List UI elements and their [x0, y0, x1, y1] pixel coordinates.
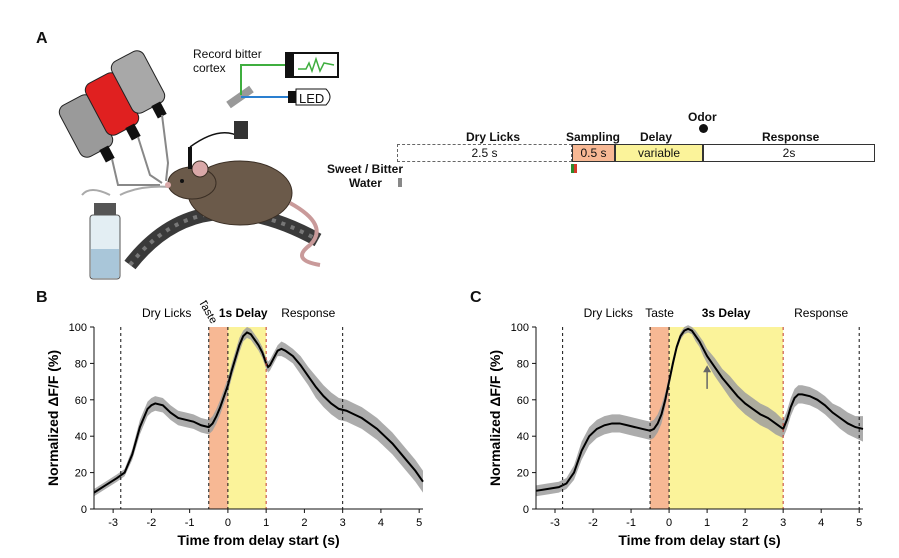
- x-tick-label-0: -3: [108, 517, 118, 529]
- x-tick-label-3: 0: [225, 517, 231, 529]
- panel-letter-c: C: [470, 289, 482, 306]
- y-axis-label: Normalized ΔF/F (%): [45, 350, 61, 486]
- experiment-illustration: [58, 50, 339, 280]
- taste-tick-red: [574, 164, 577, 173]
- water-tick: [398, 178, 402, 187]
- segment-sampling-value: 0.5 s: [580, 146, 607, 160]
- odor-dot-icon: [699, 124, 708, 133]
- x-axis-label: Time from delay start (s): [618, 532, 780, 548]
- segment-sampling: 0.5 s: [572, 144, 615, 162]
- y-tick-label-1: 20: [517, 468, 529, 480]
- y-tick-label-4: 80: [517, 358, 529, 370]
- epoch-label-1: Taste: [645, 306, 674, 320]
- timeline-header-dry-licks: Dry Licks: [466, 130, 521, 144]
- y-tick-label-3: 60: [75, 395, 87, 407]
- arrow-up-icon: [703, 365, 712, 373]
- y-tick-label-1: 20: [75, 468, 87, 480]
- y-tick-label-4: 80: [75, 358, 87, 370]
- taste-tick-green: [571, 164, 574, 173]
- mouse-icon: [165, 147, 321, 267]
- y-tick-label-0: 0: [523, 504, 529, 516]
- water-label: Water: [349, 176, 382, 190]
- y-tick-label-5: 100: [69, 322, 87, 334]
- x-tick-label-3: 0: [666, 517, 672, 529]
- y-tick-label-2: 40: [75, 431, 87, 443]
- x-tick-label-6: 3: [340, 517, 346, 529]
- x-tick-label-7: 4: [378, 517, 384, 529]
- x-tick-label-1: -2: [588, 517, 598, 529]
- recorder-icon: [285, 52, 339, 78]
- x-tick-label-4: 1: [263, 517, 269, 529]
- epoch-label-2: 3s Delay: [702, 306, 751, 320]
- x-tick-label-1: -2: [146, 517, 156, 529]
- y-tick-label-2: 40: [517, 431, 529, 443]
- water-bottle-icon: [81, 185, 171, 280]
- y-tick-label-0: 0: [81, 504, 87, 516]
- series-line-0: [535, 327, 864, 492]
- record-label-line1: Record bitter: [193, 47, 262, 61]
- sweet-bitter-label: Sweet / Bitter: [327, 162, 404, 176]
- x-tick-label-5: 2: [742, 517, 748, 529]
- led-label: LED: [299, 91, 325, 106]
- x-tick-label-4: 1: [704, 517, 710, 529]
- bottle-right-icon: [110, 50, 167, 119]
- segment-delay-value: variable: [637, 146, 681, 160]
- error-band-0: [94, 327, 423, 497]
- x-axis-label: Time from delay start (s): [177, 532, 339, 548]
- odor-label: Odor: [688, 110, 717, 124]
- segment-dry-licks-value: 2.5 s: [471, 146, 498, 160]
- chart-b: 0 20 40 60 80 100 -3 -2 -1 0 1 2 3 4 5 Time from delay …: [45, 300, 424, 548]
- x-tick-label-6: 3: [780, 517, 786, 529]
- panel-letter-a: A: [36, 30, 48, 47]
- panel-letter-b: B: [36, 289, 48, 306]
- epoch-label-2: 1s Delay: [219, 306, 268, 320]
- x-tick-label-8: 5: [416, 517, 422, 529]
- timeline-header-sampling: Sampling: [566, 130, 621, 144]
- y-tick-label-3: 60: [517, 395, 529, 407]
- y-axis-label: Normalized ΔF/F (%): [487, 350, 503, 486]
- epoch-label-0: Dry Licks: [584, 306, 633, 320]
- y-tick-label-5: 100: [511, 322, 529, 334]
- x-tick-label-7: 4: [818, 517, 824, 529]
- timeline-header-response: Response: [762, 130, 820, 144]
- segment-delay: variable: [615, 144, 703, 162]
- timeline-header-delay: Delay: [640, 130, 673, 144]
- chart-c: 0 20 40 60 80 100 -3 -2 -1 0 1 2 3 4 5 Time from delay …: [487, 306, 864, 548]
- epoch-label-3: Response: [281, 306, 335, 320]
- x-tick-label-8: 5: [856, 517, 862, 529]
- led-icon: [288, 88, 331, 106]
- segment-response-value: 2s: [782, 146, 796, 160]
- segment-dry-licks: 2.5 s: [397, 144, 572, 162]
- epoch-label-1: Taste: [196, 300, 220, 326]
- epoch-label-3: Response: [794, 306, 848, 320]
- x-tick-label-2: -1: [626, 517, 636, 529]
- series-line-0: [93, 331, 424, 494]
- x-tick-label-0: -3: [550, 517, 560, 529]
- x-tick-label-5: 2: [301, 517, 307, 529]
- record-label-line2: cortex: [193, 61, 226, 75]
- epoch-label-0: Dry Licks: [142, 306, 191, 320]
- record-label: Record bitter cortex: [193, 47, 262, 75]
- x-tick-label-2: -1: [185, 517, 195, 529]
- segment-response: 2s: [703, 144, 875, 162]
- trial-timeline: Dry Licks Sampling Delay Response Odor 2…: [0, 0, 899, 200]
